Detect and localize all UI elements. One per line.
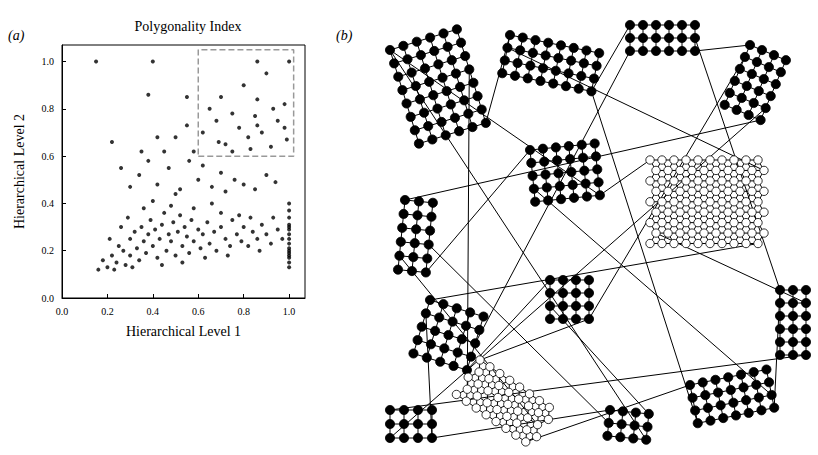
svg-text:0.0: 0.0 <box>56 306 69 317</box>
html-text:(a): (a) <box>8 28 25 43</box>
svg-text:0.6: 0.6 <box>42 151 55 162</box>
svg-text:0.8: 0.8 <box>42 103 55 114</box>
svg-text:0.8: 0.8 <box>237 306 250 317</box>
svg-text:1.0: 1.0 <box>42 56 55 67</box>
svg-text:0.4: 0.4 <box>147 306 160 317</box>
svg-text:Hierarchical Level 2: Hierarchical Level 2 <box>12 114 27 229</box>
svg-text:0.2: 0.2 <box>42 245 55 256</box>
svg-text:0.0: 0.0 <box>42 293 55 304</box>
svg-text:0.6: 0.6 <box>192 306 205 317</box>
svg-text:Hierarchical Level 1: Hierarchical Level 1 <box>126 324 241 339</box>
svg-text:0.4: 0.4 <box>42 198 55 209</box>
html-text:(b): (b) <box>336 28 353 43</box>
svg-text:0.2: 0.2 <box>101 306 114 317</box>
svg-text:1.0: 1.0 <box>283 306 296 317</box>
svg-text:Polygonality Index: Polygonality Index <box>135 19 242 34</box>
